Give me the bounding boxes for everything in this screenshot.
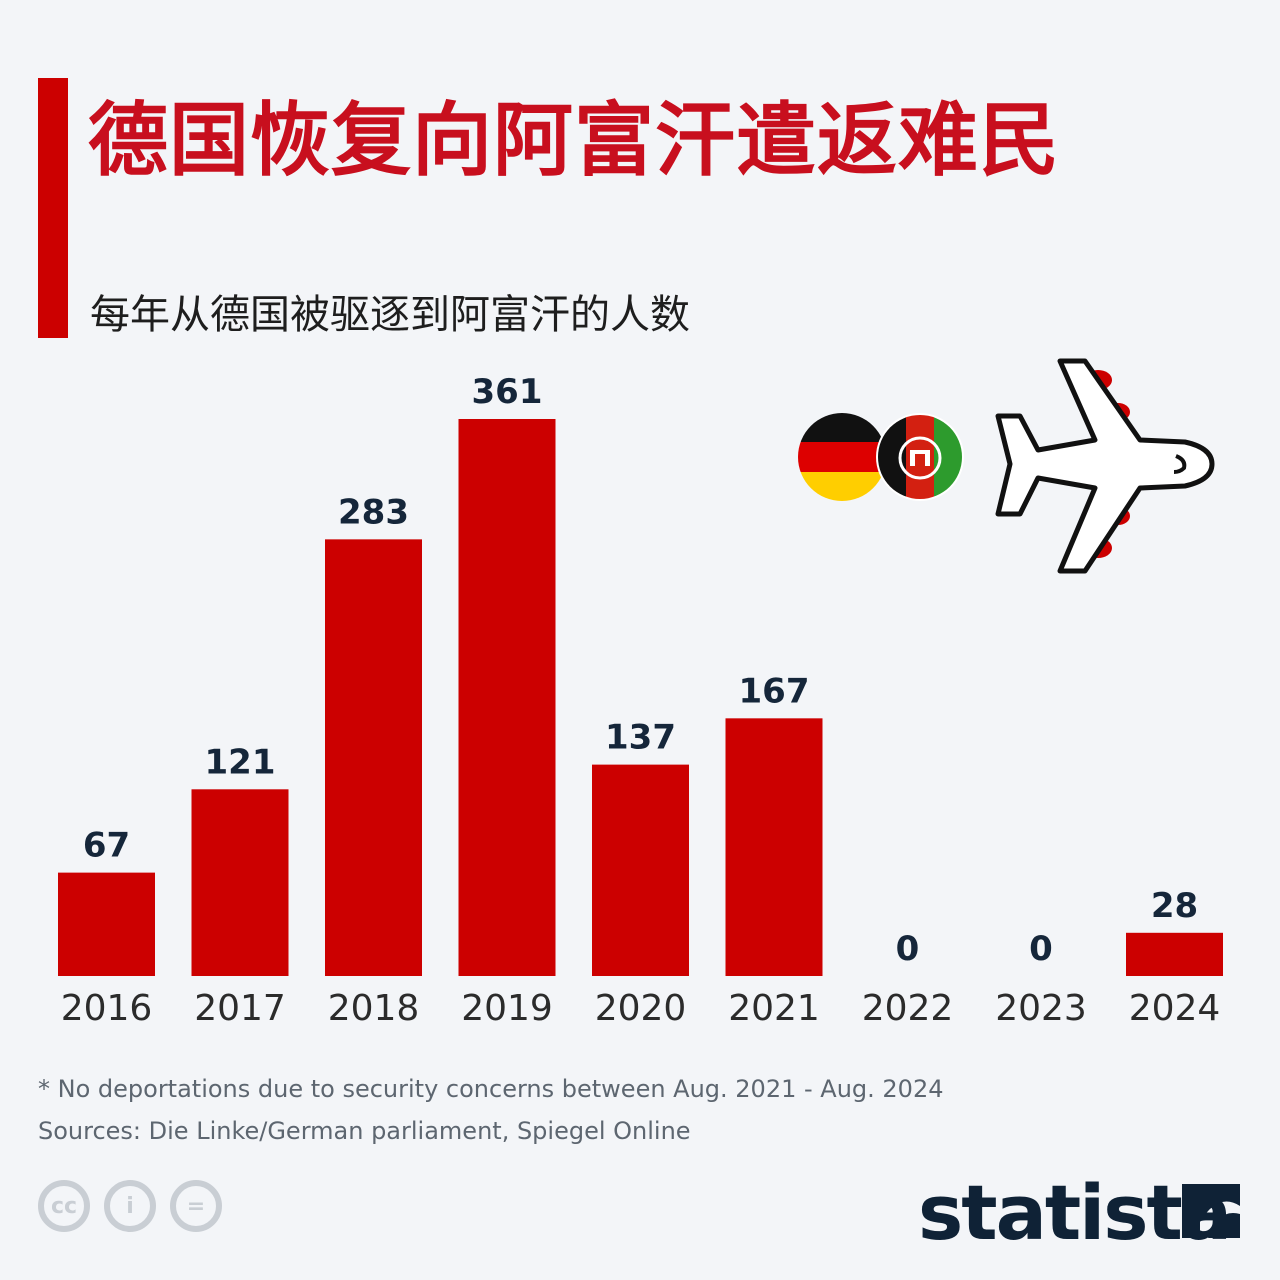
chart-title: 德国恢复向阿富汗遣返难民 [88, 94, 1060, 187]
bar-2021 [725, 718, 823, 976]
title-accent-bar [38, 78, 68, 338]
bar-2018 [325, 539, 422, 976]
bar-value-label: 0 [896, 929, 920, 969]
footnote-text: * No deportations due to security concer… [38, 1075, 944, 1103]
bar-value-label: 121 [205, 742, 276, 782]
sources-text: Sources: Die Linke/German parliament, Sp… [38, 1117, 691, 1145]
x-tick-label: 2021 [728, 988, 820, 1029]
attribution-icon[interactable]: i [104, 1180, 156, 1232]
x-tick-label: 2020 [595, 988, 687, 1029]
bar-chart: 67 2016 121 2017 283 2018 361 2019 137 2020 167 202… [58, 372, 1223, 1029]
license-icons: cc i = [38, 1180, 222, 1232]
x-tick-label: 2022 [862, 988, 954, 1029]
bar-value-label: 137 [605, 718, 676, 758]
bar-value-label: 28 [1151, 886, 1198, 926]
statista-logo[interactable]: statista [918, 1168, 1232, 1257]
x-tick-label: 2024 [1129, 988, 1221, 1029]
x-tick-label: 2017 [194, 988, 286, 1029]
x-tick-label: 2019 [461, 988, 553, 1029]
airplane-icon [995, 358, 1215, 574]
statista-logo-icon [1182, 1184, 1240, 1238]
bar-2020 [592, 764, 689, 976]
cc-icon[interactable]: cc [38, 1180, 90, 1232]
bar-value-label: 283 [338, 492, 409, 532]
x-tick-label: 2016 [61, 988, 153, 1029]
afghanistan-flag-icon [876, 413, 964, 501]
bar-2017 [191, 789, 289, 976]
bar-value-label: 67 [83, 826, 130, 866]
bar-value-label: 361 [472, 372, 543, 412]
bar-value-label: 0 [1029, 929, 1053, 969]
flags-graphic [798, 413, 964, 501]
no-derivatives-icon[interactable]: = [170, 1180, 222, 1232]
bar-value-label: 167 [739, 671, 810, 711]
chart-subtitle: 每年从德国被驱逐到阿富汗的人数 [90, 292, 690, 338]
bar-2019 [458, 419, 556, 976]
bar-2024 [1126, 932, 1223, 976]
chart-footnotes: * No deportations due to security concer… [38, 1068, 943, 1152]
x-tick-label: 2023 [995, 988, 1087, 1029]
bar-2016 [58, 872, 155, 976]
x-tick-label: 2018 [328, 988, 420, 1029]
